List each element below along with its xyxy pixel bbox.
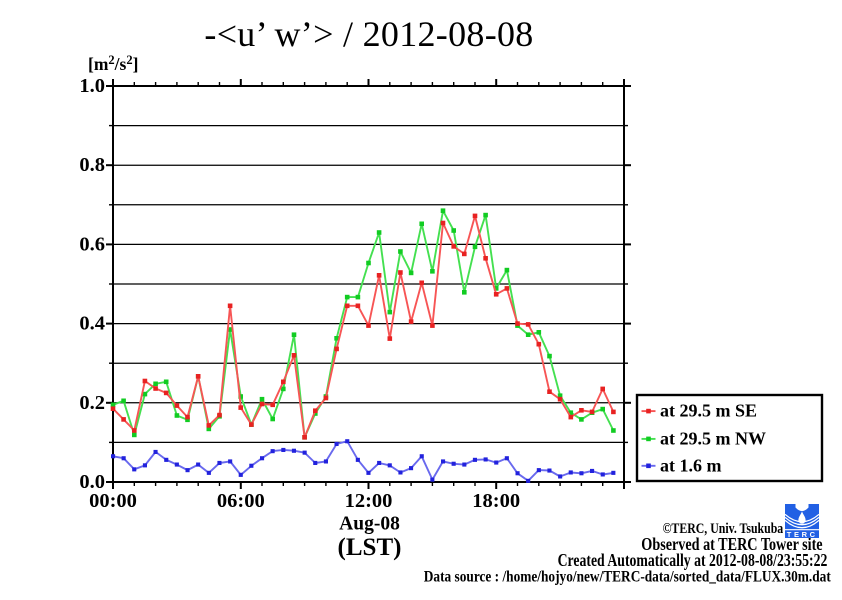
svg-text:0.4: 0.4 bbox=[79, 313, 105, 335]
svg-text:06:00: 06:00 bbox=[217, 490, 265, 512]
svg-text:©TERC, Univ. Tsukuba: ©TERC, Univ. Tsukuba bbox=[663, 521, 784, 537]
svg-text:Data source : /home/hojyo/new/: Data source : /home/hojyo/new/TERC-data/… bbox=[424, 569, 832, 586]
svg-text:at 1.6 m: at 1.6 m bbox=[660, 455, 722, 475]
svg-text:00:00: 00:00 bbox=[89, 490, 137, 512]
svg-text:1.0: 1.0 bbox=[79, 75, 105, 97]
svg-text:at 29.5 m NW: at 29.5 m NW bbox=[660, 428, 766, 448]
svg-text:12:00: 12:00 bbox=[345, 490, 393, 512]
svg-text:0.2: 0.2 bbox=[79, 392, 105, 414]
svg-text:at 29.5 m SE: at 29.5 m SE bbox=[660, 401, 757, 421]
svg-text:-<u’ w’> / 2012-08-08: -<u’ w’> / 2012-08-08 bbox=[204, 14, 533, 54]
svg-text:[m2/s2]: [m2/s2] bbox=[88, 53, 138, 74]
svg-text:Created Automatically at 2012-: Created Automatically at 2012-08-08/23:5… bbox=[558, 550, 828, 570]
svg-text:0.0: 0.0 bbox=[79, 471, 105, 493]
svg-text:0.8: 0.8 bbox=[79, 154, 105, 176]
svg-text:18:00: 18:00 bbox=[472, 490, 520, 512]
svg-text:Aug-08: Aug-08 bbox=[339, 514, 400, 535]
svg-text:0.6: 0.6 bbox=[79, 233, 105, 255]
svg-text:TERC: TERC bbox=[787, 530, 818, 539]
svg-text:(LST): (LST) bbox=[338, 534, 402, 561]
svg-text:Observed at TERC Tower site: Observed at TERC Tower site bbox=[641, 534, 822, 554]
